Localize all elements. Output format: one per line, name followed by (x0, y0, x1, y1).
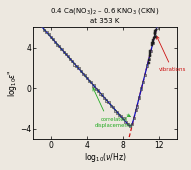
Point (159, 11, 162, 14)
Point (60, 47, 63, 50)
Point (147, 62, 150, 64)
Point (135, 109, 138, 111)
Point (118, 114, 121, 117)
Point (105, 99, 108, 102)
Point (153, 37, 156, 40)
Point (154, 32, 157, 35)
Point (90, 80, 93, 83)
Point (148, 52, 151, 55)
Point (103, 96, 106, 99)
Point (83, 73, 87, 76)
Point (113, 109, 117, 112)
Point (151, 44, 154, 47)
Point (47, 33, 50, 36)
Point (142, 81, 145, 83)
Point (56, 44, 59, 47)
Point (64, 53, 67, 55)
Point (77, 67, 80, 70)
Point (151, 42, 154, 45)
Point (51, 38, 54, 41)
Point (154, 29, 157, 32)
Point (120, 115, 123, 117)
Point (124, 121, 127, 123)
Point (136, 105, 139, 108)
Point (122, 117, 125, 120)
Point (159, 14, 162, 17)
Point (53, 40, 57, 43)
Point (73, 63, 76, 66)
Point (147, 58, 151, 61)
Point (66, 55, 69, 57)
Point (160, 7, 163, 10)
Point (149, 54, 152, 56)
X-axis label: log$_{10}$($\nu$/Hz): log$_{10}$($\nu$/Hz) (84, 151, 126, 164)
Point (151, 41, 154, 44)
Point (157, 20, 160, 22)
Point (107, 100, 110, 103)
Point (138, 96, 141, 99)
Point (161, 2, 164, 5)
Point (41, 25, 44, 28)
Point (71, 60, 74, 63)
Point (109, 104, 112, 107)
Point (98, 93, 101, 95)
Point (69, 57, 72, 60)
Point (155, 27, 158, 29)
Point (159, 15, 162, 18)
Point (62, 50, 65, 53)
Point (133, 116, 136, 119)
Y-axis label: log$_{10}$$\varepsilon$": log$_{10}$$\varepsilon$" (6, 69, 19, 97)
Point (160, 9, 163, 11)
Point (145, 64, 148, 67)
Point (153, 34, 156, 37)
Point (149, 50, 152, 52)
Point (158, 14, 161, 17)
Point (148, 54, 151, 57)
Point (75, 64, 78, 67)
Point (161, 5, 164, 8)
Point (153, 33, 156, 36)
Point (143, 73, 146, 76)
Point (147, 57, 151, 60)
Point (81, 73, 84, 76)
Point (58, 45, 61, 47)
Point (159, 13, 162, 15)
Point (157, 22, 160, 25)
Text: correlated
displacements: correlated displacements (95, 117, 133, 128)
Point (151, 42, 154, 45)
Point (151, 42, 154, 44)
Title: 0.4 Ca(NO$_3$)$_2$ – 0.6 KNO$_3$ (CKN)
at 353 K: 0.4 Ca(NO$_3$)$_2$ – 0.6 KNO$_3$ (CKN) a… (50, 6, 160, 24)
Point (158, 17, 161, 20)
Point (159, 13, 162, 16)
Point (96, 89, 99, 92)
Point (156, 20, 159, 23)
Point (140, 87, 143, 90)
Point (161, 2, 164, 5)
Point (126, 122, 129, 125)
Point (49, 36, 52, 39)
Point (100, 93, 104, 96)
Point (152, 39, 155, 41)
Point (43, 29, 46, 31)
Point (116, 111, 119, 114)
Point (86, 77, 89, 79)
Point (88, 79, 91, 82)
Point (92, 84, 95, 87)
Point (79, 69, 82, 72)
Point (94, 87, 97, 90)
Point (153, 35, 156, 38)
Point (157, 18, 160, 20)
Point (154, 29, 157, 32)
Point (45, 31, 48, 33)
Point (128, 125, 131, 127)
Point (154, 32, 157, 35)
Point (130, 122, 134, 125)
Point (158, 21, 161, 24)
Text: vibrations: vibrations (157, 36, 186, 72)
Point (149, 50, 152, 53)
Point (153, 36, 156, 38)
Point (111, 106, 114, 108)
